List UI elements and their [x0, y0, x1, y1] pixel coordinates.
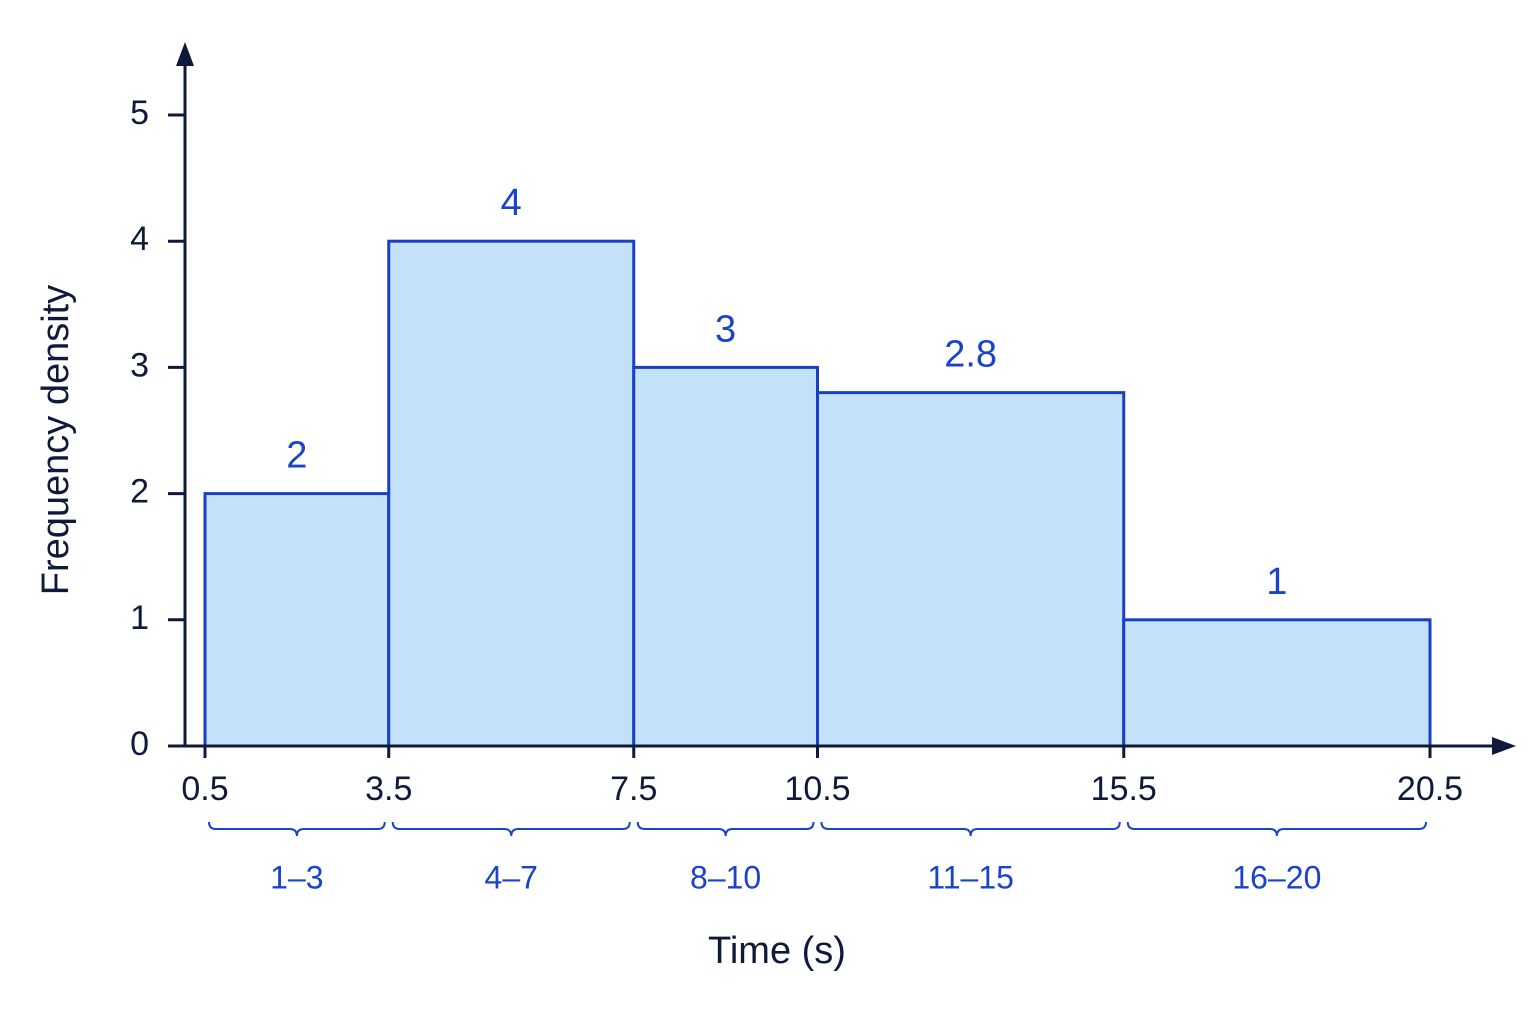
class-label: 1–3	[270, 859, 323, 895]
y-tick-label: 5	[130, 94, 149, 132]
y-axis-title: Frequency density	[35, 285, 77, 596]
x-axis-title: Time (s)	[708, 930, 846, 972]
x-tick-label: 0.5	[181, 770, 228, 808]
value-label: 2	[286, 435, 307, 477]
y-tick-label: 4	[130, 220, 149, 258]
y-tick-label: 1	[130, 599, 149, 637]
x-tick-label: 10.5	[784, 770, 850, 808]
bar	[203, 492, 391, 748]
bar	[632, 365, 819, 748]
y-axis-arrow	[176, 42, 194, 66]
class-label: 11–15	[927, 859, 1014, 895]
bar	[816, 391, 1126, 748]
class-label: 8–10	[690, 859, 761, 895]
x-tick-label: 7.5	[610, 770, 657, 808]
x-tick-label: 15.5	[1091, 770, 1157, 808]
bar	[1122, 618, 1432, 748]
y-tick-label: 3	[130, 346, 149, 384]
value-label: 3	[715, 308, 736, 350]
bar	[387, 239, 636, 748]
x-axis-arrow	[1492, 737, 1516, 755]
brace	[1126, 821, 1427, 837]
brace	[208, 821, 386, 837]
y-tick-label: 0	[130, 725, 149, 763]
brace	[391, 821, 631, 837]
value-label: 1	[1266, 561, 1287, 603]
x-tick-label: 20.5	[1397, 770, 1463, 808]
value-label: 4	[501, 182, 522, 224]
y-tick-label: 2	[130, 473, 149, 511]
value-label: 2.8	[944, 334, 997, 376]
class-label: 4–7	[485, 859, 538, 895]
class-label: 16–20	[1232, 859, 1321, 895]
x-tick-label: 3.5	[365, 770, 412, 808]
brace	[636, 821, 815, 837]
brace	[820, 821, 1121, 837]
